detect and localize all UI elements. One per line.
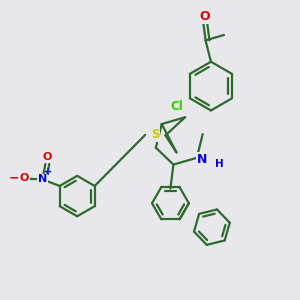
Text: O: O xyxy=(200,10,210,23)
Text: N: N xyxy=(38,174,47,184)
Text: +: + xyxy=(44,167,52,177)
Text: O: O xyxy=(19,173,29,183)
Text: N: N xyxy=(197,153,207,166)
Text: O: O xyxy=(43,152,52,162)
Text: −: − xyxy=(9,172,20,185)
Text: H: H xyxy=(215,159,224,170)
Text: Cl: Cl xyxy=(171,100,183,113)
Text: S: S xyxy=(151,128,159,141)
